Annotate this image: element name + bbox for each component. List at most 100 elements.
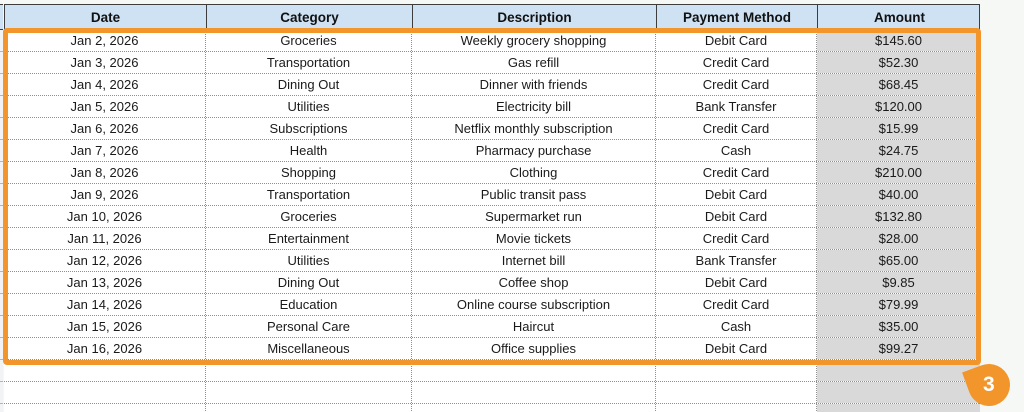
cell-payment-method[interactable]: Cash [656, 316, 817, 337]
cell-category[interactable] [206, 404, 412, 412]
cell-description[interactable]: Weekly grocery shopping [412, 30, 656, 51]
cell-amount[interactable]: $132.80 [817, 206, 980, 227]
cell-date[interactable]: Jan 8, 2026 [4, 162, 206, 183]
cell-payment-method[interactable]: Credit Card [656, 118, 817, 139]
cell-date[interactable]: Jan 6, 2026 [4, 118, 206, 139]
cell-category[interactable]: Subscriptions [206, 118, 412, 139]
cell-amount[interactable] [817, 360, 980, 381]
cell-category[interactable]: Transportation [206, 184, 412, 205]
cell-amount[interactable]: $35.00 [817, 316, 980, 337]
cell-date[interactable]: Jan 10, 2026 [4, 206, 206, 227]
cell-description[interactable]: Dinner with friends [412, 74, 656, 95]
cell-date[interactable]: Jan 11, 2026 [4, 228, 206, 249]
cell-date[interactable]: Jan 13, 2026 [4, 272, 206, 293]
cell-date[interactable]: Jan 5, 2026 [4, 96, 206, 117]
cell-payment-method[interactable] [656, 382, 817, 403]
cell-description[interactable] [412, 360, 656, 381]
cell-date[interactable]: Jan 3, 2026 [4, 52, 206, 73]
cell-amount[interactable]: $52.30 [817, 52, 980, 73]
column-header-description[interactable]: Description [413, 5, 657, 29]
table-row: Jan 13, 2026 Dining Out Coffee shop Debit C… [4, 272, 980, 294]
cell-date[interactable]: Jan 16, 2026 [4, 338, 206, 359]
cell-payment-method[interactable]: Debit Card [656, 30, 817, 51]
cell-description[interactable]: Coffee shop [412, 272, 656, 293]
cell-category[interactable]: Groceries [206, 206, 412, 227]
column-header-amount[interactable]: Amount [874, 9, 925, 25]
cell-description[interactable]: Haircut [412, 316, 656, 337]
cell-category[interactable]: Entertainment [206, 228, 412, 249]
cell-amount[interactable]: $145.60 [817, 30, 980, 51]
column-header-date[interactable]: Date [5, 5, 207, 29]
cell-description[interactable]: Online course subscription [412, 294, 656, 315]
cell-payment-method[interactable]: Credit Card [656, 74, 817, 95]
cell-description[interactable]: Pharmacy purchase [412, 140, 656, 161]
cell-payment-method[interactable]: Cash [656, 140, 817, 161]
cell-amount[interactable]: $120.00 [817, 96, 980, 117]
cell-description[interactable]: Clothing [412, 162, 656, 183]
cell-amount[interactable]: $9.85 [817, 272, 980, 293]
empty-table-row [4, 360, 980, 382]
cell-date[interactable] [4, 382, 206, 403]
cell-category[interactable]: Dining Out [206, 272, 412, 293]
cell-category[interactable]: Miscellaneous [206, 338, 412, 359]
cell-payment-method[interactable]: Credit Card [656, 52, 817, 73]
cell-amount[interactable]: $24.75 [817, 140, 980, 161]
cell-description[interactable]: Gas refill [412, 52, 656, 73]
cell-payment-method[interactable] [656, 360, 817, 381]
cell-date[interactable] [4, 360, 206, 381]
cell-description[interactable] [412, 404, 656, 412]
cell-description[interactable]: Supermarket run [412, 206, 656, 227]
cell-description[interactable] [412, 382, 656, 403]
cell-date[interactable]: Jan 14, 2026 [4, 294, 206, 315]
cell-date[interactable]: Jan 9, 2026 [4, 184, 206, 205]
cell-date[interactable]: Jan 4, 2026 [4, 74, 206, 95]
cell-category[interactable]: Health [206, 140, 412, 161]
cell-category[interactable]: Education [206, 294, 412, 315]
cell-amount[interactable]: $210.00 [817, 162, 980, 183]
cell-category[interactable]: Shopping [206, 162, 412, 183]
cell-payment-method[interactable]: Bank Transfer [656, 96, 817, 117]
cell-amount[interactable]: $99.27 [817, 338, 980, 359]
cell-payment-method[interactable]: Debit Card [656, 338, 817, 359]
cell-category[interactable]: Utilities [206, 250, 412, 271]
column-header-payment-method[interactable]: Payment Method [657, 5, 818, 29]
cell-payment-method[interactable]: Credit Card [656, 162, 817, 183]
cell-category[interactable] [206, 360, 412, 381]
cell-description[interactable]: Internet bill [412, 250, 656, 271]
cell-date[interactable]: Jan 2, 2026 [4, 30, 206, 51]
cell-description[interactable]: Movie tickets [412, 228, 656, 249]
cell-category[interactable]: Dining Out [206, 74, 412, 95]
cell-payment-method[interactable]: Debit Card [656, 184, 817, 205]
cell-payment-method[interactable]: Debit Card [656, 272, 817, 293]
cell-payment-method[interactable]: Bank Transfer [656, 250, 817, 271]
cell-category[interactable]: Transportation [206, 52, 412, 73]
table-row: Jan 5, 2026 Utilities Electricity bill Bank… [4, 96, 980, 118]
cell-date[interactable]: Jan 12, 2026 [4, 250, 206, 271]
cell-amount[interactable] [817, 404, 980, 412]
cell-amount[interactable]: $28.00 [817, 228, 980, 249]
cell-payment-method[interactable]: Credit Card [656, 294, 817, 315]
cell-amount[interactable]: $15.99 [817, 118, 980, 139]
cell-payment-method[interactable] [656, 404, 817, 412]
cell-payment-method[interactable]: Credit Card [656, 228, 817, 249]
cell-category[interactable]: Utilities [206, 96, 412, 117]
cell-date[interactable] [4, 404, 206, 412]
cell-date[interactable]: Jan 7, 2026 [4, 140, 206, 161]
cell-amount[interactable]: $40.00 [817, 184, 980, 205]
cell-date[interactable]: Jan 15, 2026 [4, 316, 206, 337]
cell-amount[interactable]: $68.45 [817, 74, 980, 95]
column-header-category[interactable]: Category [207, 5, 413, 29]
cell-description[interactable]: Public transit pass [412, 184, 656, 205]
cell-description[interactable]: Office supplies [412, 338, 656, 359]
cell-category[interactable]: Personal Care [206, 316, 412, 337]
cell-amount[interactable]: $65.00 [817, 250, 980, 271]
table-row: Jan 11, 2026 Entertainment Movie tickets Cr… [4, 228, 980, 250]
cell-description[interactable]: Electricity bill [412, 96, 656, 117]
cell-category[interactable] [206, 382, 412, 403]
cell-amount[interactable] [817, 382, 980, 403]
cell-payment-method[interactable]: Debit Card [656, 206, 817, 227]
cell-category[interactable]: Groceries [206, 30, 412, 51]
cell-description[interactable]: Netflix monthly subscription [412, 118, 656, 139]
cell-amount[interactable]: $79.99 [817, 294, 980, 315]
